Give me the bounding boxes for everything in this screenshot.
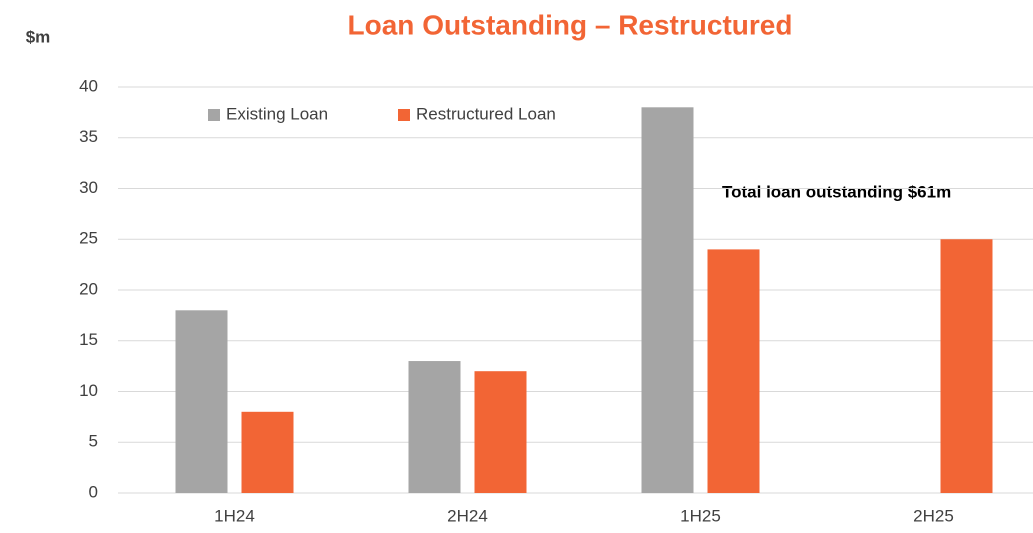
x-tick-label: 2H25 bbox=[913, 506, 954, 525]
x-tick-label: 1H24 bbox=[214, 506, 255, 525]
annotation: Total loan outstanding $61m bbox=[722, 182, 951, 201]
legend-swatch bbox=[208, 109, 220, 121]
bar bbox=[474, 371, 527, 493]
y-tick-label: 5 bbox=[89, 432, 98, 451]
legend-label: Existing Loan bbox=[226, 104, 328, 123]
y-tick-label: 15 bbox=[79, 330, 98, 349]
x-tick-label: 2H24 bbox=[447, 506, 488, 525]
bar bbox=[641, 107, 694, 494]
legend-swatch bbox=[398, 109, 410, 121]
legend-label: Restructured Loan bbox=[416, 104, 556, 123]
bar bbox=[175, 310, 228, 493]
y-tick-label: 0 bbox=[89, 482, 98, 501]
bar bbox=[408, 361, 461, 493]
y-tick-label: 20 bbox=[79, 279, 98, 298]
y-tick-label: 35 bbox=[79, 127, 98, 146]
y-tick-label: 40 bbox=[79, 76, 98, 95]
bar bbox=[241, 411, 294, 493]
chart-title: Loan Outstanding – Restructured bbox=[348, 9, 793, 40]
y-tick-label: 10 bbox=[79, 381, 98, 400]
bar bbox=[707, 249, 760, 493]
y-axis-label: $m bbox=[26, 27, 51, 46]
y-tick-label: 25 bbox=[79, 229, 98, 248]
y-tick-label: 30 bbox=[79, 178, 98, 197]
x-tick-label: 1H25 bbox=[680, 506, 721, 525]
bar bbox=[940, 239, 993, 493]
